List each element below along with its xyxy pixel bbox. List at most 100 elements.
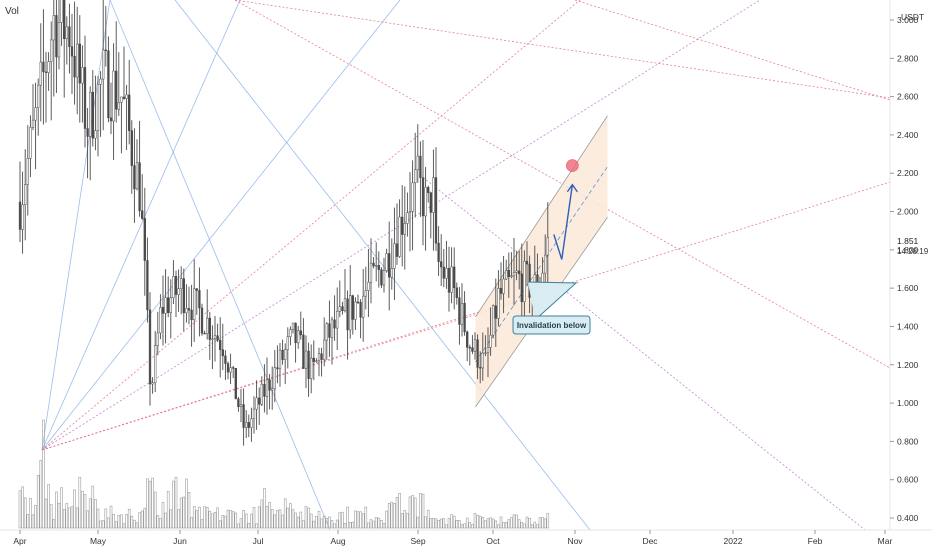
candle-body: [432, 177, 435, 213]
volume-bar: [325, 518, 329, 529]
candle-body: [544, 254, 547, 274]
candle-body: [213, 335, 217, 340]
volume-bar: [247, 523, 251, 529]
candle-body: [190, 309, 193, 321]
volume-bar: [263, 488, 266, 529]
candle-body: [138, 162, 141, 212]
candle-body: [21, 204, 24, 230]
volume-bar: [317, 511, 321, 529]
price-scale[interactable]: 3.000 2.800 2.600 2.400 2.200 2.000 1.800 1.600…: [890, 15, 919, 523]
candle-body: [278, 349, 282, 370]
volume-bar: [31, 514, 35, 529]
candle-body: [281, 349, 284, 360]
volume-bar: [99, 520, 102, 529]
candle-body: [518, 270, 521, 275]
volume-bar: [395, 497, 399, 529]
candle-body: [408, 211, 412, 213]
volume-bar: [213, 512, 217, 529]
x-tick-label: 2022: [724, 536, 743, 546]
candle-body: [239, 404, 243, 408]
volume-bar: [411, 495, 414, 529]
volume-bar: [156, 515, 160, 529]
candle-body: [200, 307, 204, 334]
candle-body: [289, 329, 292, 337]
candle-body: [44, 71, 48, 73]
candle-body: [380, 269, 383, 286]
candle-body: [104, 49, 107, 51]
candle-body: [120, 96, 123, 103]
volume-bar: [312, 520, 316, 529]
volume-bar: [476, 514, 479, 529]
candle-body: [57, 22, 61, 58]
candle-body: [390, 268, 393, 278]
volume-bar: [52, 519, 56, 529]
volume-bar: [525, 516, 529, 529]
volume-bar: [187, 492, 191, 529]
volume-bar: [530, 524, 534, 529]
y-tick-label: 1.600: [897, 283, 919, 293]
candle-body: [169, 297, 172, 313]
volume-bar: [296, 516, 300, 529]
volume-bar: [478, 515, 482, 529]
volume-bar: [81, 490, 84, 529]
volume-bar: [151, 477, 154, 529]
candle-body: [312, 357, 315, 362]
volume-bar: [289, 503, 292, 529]
volume-bar: [400, 513, 404, 529]
candle-body: [393, 243, 396, 269]
candle-body: [24, 184, 27, 205]
candle-body: [336, 311, 339, 329]
candle-body: [502, 278, 505, 294]
candle-body: [403, 223, 406, 235]
x-tick-label: Nov: [567, 536, 583, 546]
candle-body: [252, 408, 256, 420]
y-tick-label: 3.000: [897, 15, 919, 25]
candle-body: [507, 270, 510, 277]
volume-bar: [328, 516, 331, 529]
candle-body: [328, 323, 331, 338]
candle-body: [453, 266, 456, 289]
volume-bar: [101, 520, 105, 529]
candle-body: [510, 275, 513, 277]
channel-upper-edge: [475, 115, 608, 318]
overlays-layer[interactable]: [553, 159, 579, 260]
volume-bar: [242, 510, 245, 529]
fan-line: [109, 0, 331, 531]
volume-bar: [315, 516, 318, 529]
candle-body: [263, 383, 266, 397]
candle-body: [479, 367, 482, 369]
fan-line: [41, 0, 581, 451]
callout-box[interactable]: [512, 315, 591, 335]
volume-bar: [348, 522, 352, 529]
volume-bar: [450, 514, 453, 529]
volume-bar: [65, 503, 69, 529]
candle-body: [471, 347, 474, 352]
candle-body: [73, 55, 76, 78]
y-tick-label: 2.200: [897, 168, 919, 178]
volume-bar: [374, 517, 378, 529]
volume-bar: [182, 496, 186, 529]
volume-bar: [499, 516, 503, 529]
volume-bar: [138, 512, 141, 529]
volume-bar: [359, 511, 362, 529]
time-scale[interactable]: Apr May Jun Jul Aug Sep Oct Nov Dec 2022 Feb Mar: [13, 530, 892, 546]
candle-body: [421, 177, 425, 217]
volume-bar: [122, 523, 126, 529]
candle-body: [284, 349, 287, 360]
candle-body: [125, 94, 128, 99]
candle-body: [167, 297, 170, 313]
candle-body: [317, 353, 321, 362]
volume-bar: [489, 517, 492, 529]
fan-line: [41, 0, 111, 451]
candle-body: [255, 397, 258, 410]
volume-bar: [231, 511, 235, 529]
candle-body: [388, 253, 391, 278]
volume-bar: [533, 521, 537, 529]
volume-bar: [270, 509, 274, 529]
volume-bar: [117, 515, 121, 529]
invalidation-callout[interactable]: Invalidation below: [512, 281, 591, 335]
candle-body: [351, 295, 354, 320]
volume-bar: [208, 510, 212, 529]
